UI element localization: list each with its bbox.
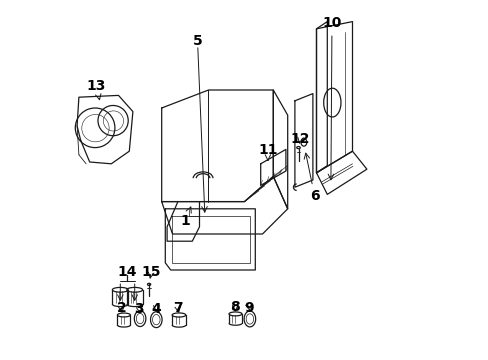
Text: 3: 3 xyxy=(134,302,144,315)
Text: 9: 9 xyxy=(244,301,253,315)
Text: 12: 12 xyxy=(290,132,309,145)
Text: 13: 13 xyxy=(86,79,105,100)
Text: 4: 4 xyxy=(151,302,161,315)
Text: 1: 1 xyxy=(180,207,191,228)
Text: 15: 15 xyxy=(141,265,161,279)
Text: 11: 11 xyxy=(258,143,277,160)
Text: 10: 10 xyxy=(322,17,341,180)
Text: 7: 7 xyxy=(173,301,183,315)
Text: 8: 8 xyxy=(230,300,240,314)
Text: 14: 14 xyxy=(118,265,137,279)
Text: 2: 2 xyxy=(116,301,126,315)
Text: 6: 6 xyxy=(304,153,319,203)
Text: 5: 5 xyxy=(192,35,202,48)
